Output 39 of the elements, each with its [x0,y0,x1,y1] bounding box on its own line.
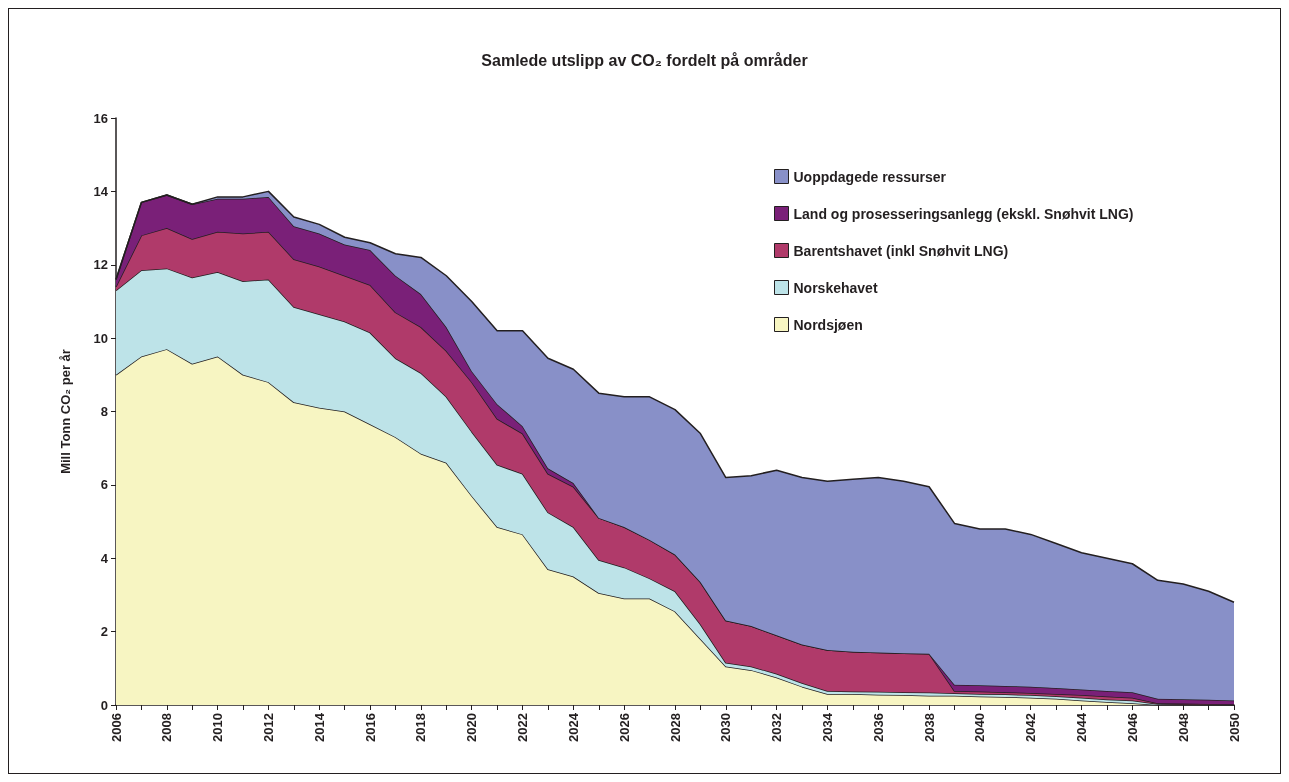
y-tick-label: 8 [100,404,108,419]
x-tick-label: 2014 [311,712,327,742]
y-tick-label: 12 [93,257,108,273]
x-tick-label: 2046 [1124,713,1140,742]
x-tick-label: 2020 [464,713,480,742]
x-tick-label: 2028 [667,713,683,742]
legend-label: Barentshavet (inkl Snøhvit LNG) [793,242,1009,259]
y-tick-label: 2 [100,624,108,640]
x-tick-label: 2038 [921,713,937,742]
x-tick-label: 2032 [769,713,785,742]
y-tick-label: 14 [93,183,109,199]
x-tick-label: 2036 [870,713,886,742]
legend-label: Uoppdagede ressurser [793,168,947,185]
x-tick-label: 2010 [210,713,226,742]
y-tick-label: 0 [100,697,108,713]
legend-label: Norskehavet [793,279,878,296]
chart-title: Samlede utslipp av CO₂ fordelt på områder [481,51,808,69]
x-tick-label: 2034 [819,712,835,742]
x-tick-label: 2008 [159,713,175,742]
y-axis-title: Mill Tonn CO₂ per år [58,349,73,474]
x-tick-label: 2048 [1175,713,1191,742]
y-tick-label: 4 [100,550,109,566]
legend-label: Nordsjøen [793,316,863,333]
x-tick-label: 2022 [515,713,531,742]
legend-label: Land og prosesseringsanlegg (ekskl. Snøhvit LNG) [793,205,1134,222]
x-tick-label: 2044 [1074,712,1090,742]
x-tick-label: 2042 [1023,713,1039,742]
x-tick-label: 2026 [616,713,632,742]
x-tick-label: 2012 [260,713,276,742]
x-tick-label: 2050 [1226,713,1242,742]
x-tick-label: 2006 [108,713,124,742]
y-tick-label: 10 [93,330,108,346]
x-tick-label: 2030 [718,713,734,742]
y-tick-label: 6 [100,477,108,493]
x-tick-label: 2040 [972,713,988,742]
x-tick-label: 2016 [362,713,378,742]
y-tick-label: 16 [93,110,108,126]
x-tick-label: 2024 [565,712,581,742]
x-tick-label: 2018 [413,713,429,742]
